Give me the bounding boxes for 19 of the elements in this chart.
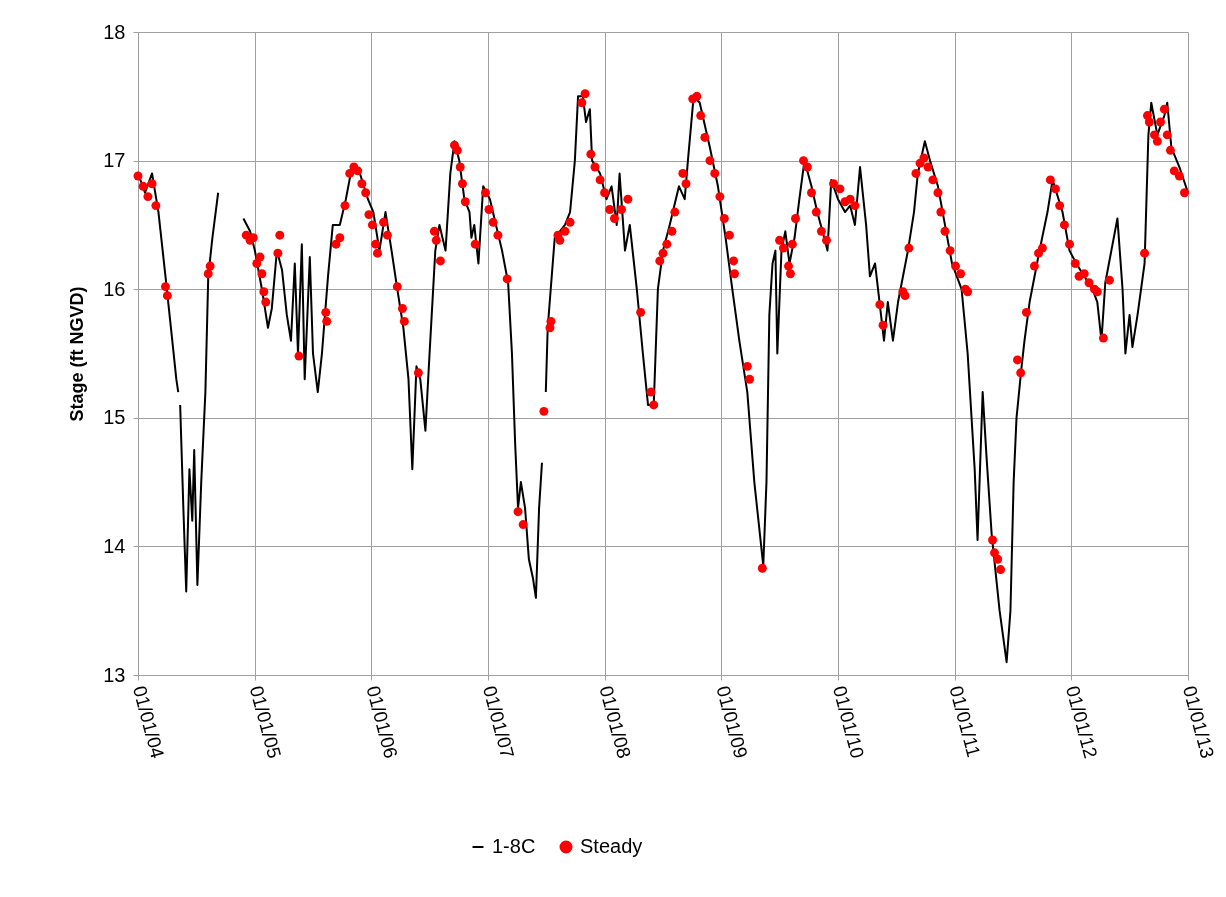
y-tick-label: 18 bbox=[103, 20, 126, 43]
x-tick-label: 01/01/12 bbox=[1061, 683, 1102, 761]
x-tick-label: 01/01/11 bbox=[945, 683, 985, 760]
legend-label: Steady bbox=[580, 835, 643, 857]
x-tick-label: 01/01/10 bbox=[828, 683, 869, 761]
x-tick-label: 01/01/13 bbox=[1178, 683, 1219, 761]
x-tick-label: 01/01/09 bbox=[712, 683, 752, 761]
y-tick-label: 15 bbox=[103, 406, 126, 429]
y-tick-label: 17 bbox=[103, 149, 126, 172]
legend-label: 1-8C bbox=[492, 835, 536, 857]
x-tick-label: 01/01/04 bbox=[128, 683, 169, 761]
y-tick-label: 16 bbox=[103, 277, 126, 300]
x-tick-label: 01/01/06 bbox=[362, 683, 402, 761]
x-tick-label: 01/01/08 bbox=[595, 683, 635, 761]
y-axis-title: Stage (ft NGVD) bbox=[67, 286, 88, 422]
y-tick-label: 14 bbox=[103, 534, 126, 557]
x-tick-label: 01/01/05 bbox=[245, 683, 286, 761]
x-tick-label: 01/01/07 bbox=[478, 683, 519, 761]
y-tick-label: 13 bbox=[103, 663, 126, 686]
